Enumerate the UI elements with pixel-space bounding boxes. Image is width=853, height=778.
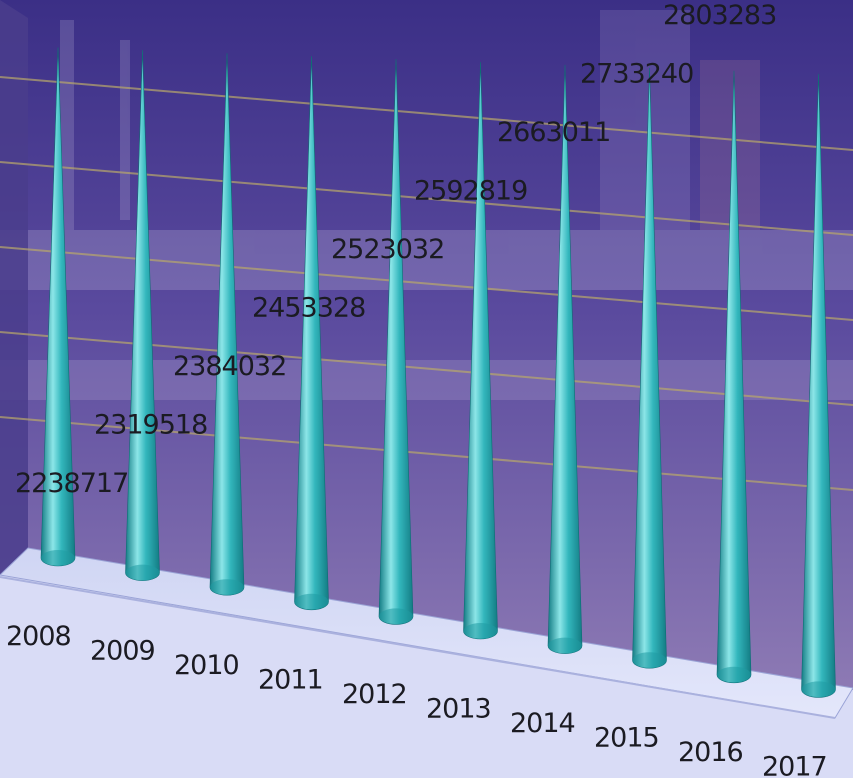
cone-2011	[294, 56, 329, 611]
cone-2008	[40, 47, 76, 567]
value-label-2016: 2803283	[663, 0, 776, 31]
cone-base-2010	[210, 579, 244, 596]
cone-base-2009	[125, 564, 160, 581]
category-labels: 2008 2009 2010 2011 2012 2013 2014 2015 2016 2017	[6, 621, 828, 778]
chart-side-wall	[0, 0, 28, 575]
category-label-2013: 2013	[426, 694, 491, 725]
value-label-2012: 2523032	[331, 234, 444, 265]
value-label-2015: 2733240	[580, 59, 693, 90]
value-label-2011: 2453328	[252, 293, 365, 324]
cone-2013	[463, 61, 498, 640]
category-label-2010: 2010	[174, 650, 239, 681]
category-label-2008: 2008	[6, 621, 71, 652]
cone-2017	[801, 73, 836, 698]
cone-2015	[632, 67, 667, 669]
category-label-2009: 2009	[90, 636, 155, 667]
value-labels: 2238717 2319518 2384032 2453328 2523032 25928…	[15, 0, 777, 499]
category-label-2017: 2017	[762, 752, 827, 778]
cone-2012	[378, 59, 414, 625]
value-label-2013: 2592819	[414, 176, 527, 207]
category-label-2016: 2016	[678, 737, 743, 768]
cone-2014	[547, 64, 583, 654]
cone-2010	[209, 53, 245, 596]
value-label-2009: 2319518	[94, 410, 207, 441]
cone-base-2017	[801, 681, 836, 698]
value-label-2014: 2663011	[497, 117, 610, 148]
category-label-2011: 2011	[258, 665, 323, 696]
category-label-2015: 2015	[594, 723, 659, 754]
cone-base-2013	[463, 623, 498, 639]
cone-base-2012	[379, 608, 413, 625]
cone-2009	[125, 50, 160, 581]
value-label-2010: 2384032	[173, 351, 286, 382]
cone-base-2014	[548, 637, 582, 654]
x-axis-line	[0, 576, 836, 719]
cone-base-2015	[632, 652, 667, 669]
value-label-2008: 2238717	[15, 468, 128, 499]
cone-2016	[716, 70, 752, 684]
category-label-2012: 2012	[342, 679, 407, 710]
cones	[40, 47, 836, 698]
cone-base-2008	[41, 550, 75, 566]
cone-base-2011	[294, 593, 329, 610]
category-label-2014: 2014	[510, 708, 575, 739]
cone-base-2016	[717, 666, 751, 683]
